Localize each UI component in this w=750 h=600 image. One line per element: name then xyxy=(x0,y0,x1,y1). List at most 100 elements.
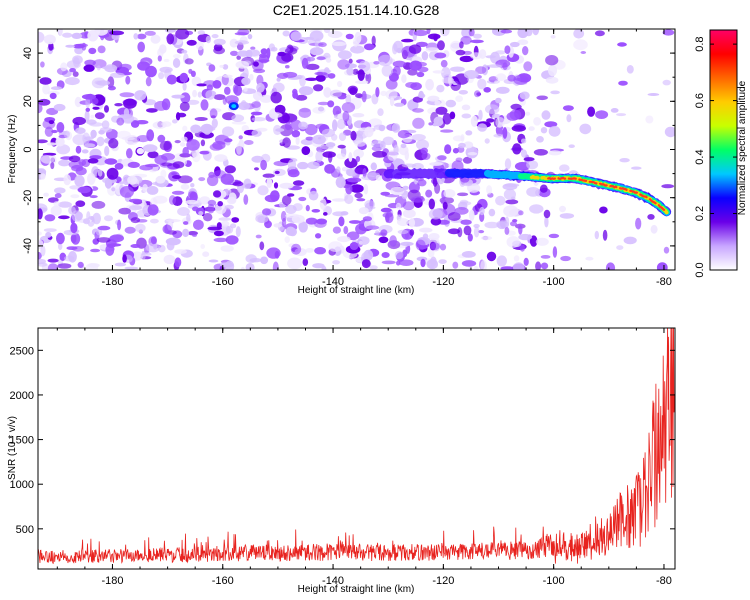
spectrogram-speckle xyxy=(298,196,307,202)
spectrogram-speckle xyxy=(548,125,561,137)
spectrogram-speckle xyxy=(192,233,197,237)
spectrogram-speckle xyxy=(550,90,560,95)
spectrogram-speckle xyxy=(56,232,65,245)
spectrogram-speckle xyxy=(241,77,251,86)
spectrogram-speckle xyxy=(159,140,172,151)
spectrogram-speckle xyxy=(163,254,176,265)
spectrogram-speckle xyxy=(349,220,361,224)
spectrogram-speckle xyxy=(116,117,125,126)
spectrogram-speckle xyxy=(184,232,189,236)
spectrogram-speckle xyxy=(208,64,216,72)
spectrogram-speckle xyxy=(361,259,371,269)
spectrogram-speckle xyxy=(545,76,559,84)
spectrogram-speckle xyxy=(117,219,122,231)
spectrogram-speckle xyxy=(392,43,398,55)
spectrogram-speckle xyxy=(42,84,50,95)
spectrogram-speckle xyxy=(522,46,529,56)
spectrogram-speckle xyxy=(380,229,388,237)
spectrogram-speckle xyxy=(485,55,496,59)
spectrogram-speckle xyxy=(223,187,232,196)
spectrogram-speckle xyxy=(461,260,477,267)
spectrogram-speckle xyxy=(180,92,191,104)
spectrogram-speckle xyxy=(495,97,502,104)
spectrogram-speckle xyxy=(513,255,520,262)
spectrogram-speckle xyxy=(356,198,366,202)
spectrogram-speckle xyxy=(313,84,324,92)
spectrogram-speckle xyxy=(216,222,222,230)
spectrogram-speckle xyxy=(479,206,485,216)
spectrogram-speckle xyxy=(256,82,265,93)
spectrogram-speckle xyxy=(526,187,541,197)
spectrogram-speckle xyxy=(87,263,100,268)
spectrogram-speckle xyxy=(235,226,241,238)
spectrogram-speckle xyxy=(346,67,354,76)
spectrogram-speckle xyxy=(454,207,469,215)
colorbar-tick-label: 0.2 xyxy=(694,206,706,221)
spectrogram-speckle xyxy=(286,145,300,150)
spectrogram-speckle xyxy=(118,207,131,215)
spectrogram-speckle xyxy=(626,65,634,74)
spectrogram-speckle xyxy=(408,218,416,228)
spectrogram-speckle xyxy=(81,94,97,100)
spectrogram-speckle xyxy=(389,235,397,247)
spectrogram-speckle xyxy=(75,211,83,221)
spectrogram-speckle xyxy=(269,112,283,118)
spectrogram-speckle xyxy=(147,151,159,159)
snr-background xyxy=(38,328,675,569)
spectrogram-speckle xyxy=(175,112,181,121)
spectrogram-speckle xyxy=(90,114,95,119)
spectrogram-speckle xyxy=(84,59,96,66)
spectrogram-speckle xyxy=(284,47,298,55)
spectrogram-speckle xyxy=(517,39,529,45)
spectrogram-speckle xyxy=(38,208,43,220)
spectrogram-speckle xyxy=(224,204,234,210)
spectrogram-speckle xyxy=(106,167,119,180)
spectrogram-speckle xyxy=(58,215,70,220)
spectrogram-speckle xyxy=(220,245,234,252)
spectrogram-speckle xyxy=(545,55,559,66)
spectrogram-speckle xyxy=(504,216,510,228)
spectrogram-speckle xyxy=(68,155,81,163)
spectrogram-speckle xyxy=(44,214,56,222)
spectrogram-speckle xyxy=(354,140,366,147)
spectrogram-speckle xyxy=(610,108,619,113)
spectrogram-speckle xyxy=(145,163,159,168)
spectrogram-speckle xyxy=(452,147,459,154)
spectrogram-speckle xyxy=(506,111,520,121)
spectrogram-speckle xyxy=(410,82,422,91)
spectrogram-speckle xyxy=(619,158,630,163)
spectrogram-speckle xyxy=(314,247,326,255)
spectrogram-speckle xyxy=(349,242,359,250)
spectrogram-speckle xyxy=(171,190,185,195)
spectrogram-speckle xyxy=(347,85,358,94)
spectrogram-speckle xyxy=(196,83,207,87)
spectrogram-speckle xyxy=(441,67,451,79)
spectrogram-speckle xyxy=(540,127,548,134)
spectrogram-speckle xyxy=(302,258,309,266)
spectrogram-speckle xyxy=(354,192,363,199)
spectrogram-speckle xyxy=(50,162,55,170)
spectrogram-speckle xyxy=(452,261,459,269)
spectrogram-speckle xyxy=(163,58,170,63)
spectrogram-speckle xyxy=(75,145,82,154)
spectrogram-speckle xyxy=(166,219,181,223)
spectrogram-speckle xyxy=(377,54,393,67)
spectrogram-speckle xyxy=(395,202,402,210)
spectrogram-speckle xyxy=(432,70,445,74)
spectrogram-speckle xyxy=(455,95,463,102)
spectrogram-speckle xyxy=(48,120,55,125)
spectrogram-speckle xyxy=(192,206,199,212)
spectrogram-speckle xyxy=(435,106,448,115)
spectrogram-speckle xyxy=(134,90,147,101)
spectrogram-speckle xyxy=(361,175,377,181)
spectrogram-speckle xyxy=(374,230,380,236)
spectrogram-speckle xyxy=(355,223,367,235)
colorbar-tick-label: 0.6 xyxy=(694,93,706,108)
spectrogram-speckle xyxy=(150,34,161,44)
spectrogram-speckle xyxy=(147,204,159,216)
spectrogram-speckle xyxy=(179,72,189,83)
spectrogram-speckle xyxy=(346,177,362,183)
spectrogram-speckle xyxy=(290,119,302,131)
spectrogram-speckle xyxy=(110,72,125,78)
spectrogram-speckle xyxy=(47,258,59,263)
